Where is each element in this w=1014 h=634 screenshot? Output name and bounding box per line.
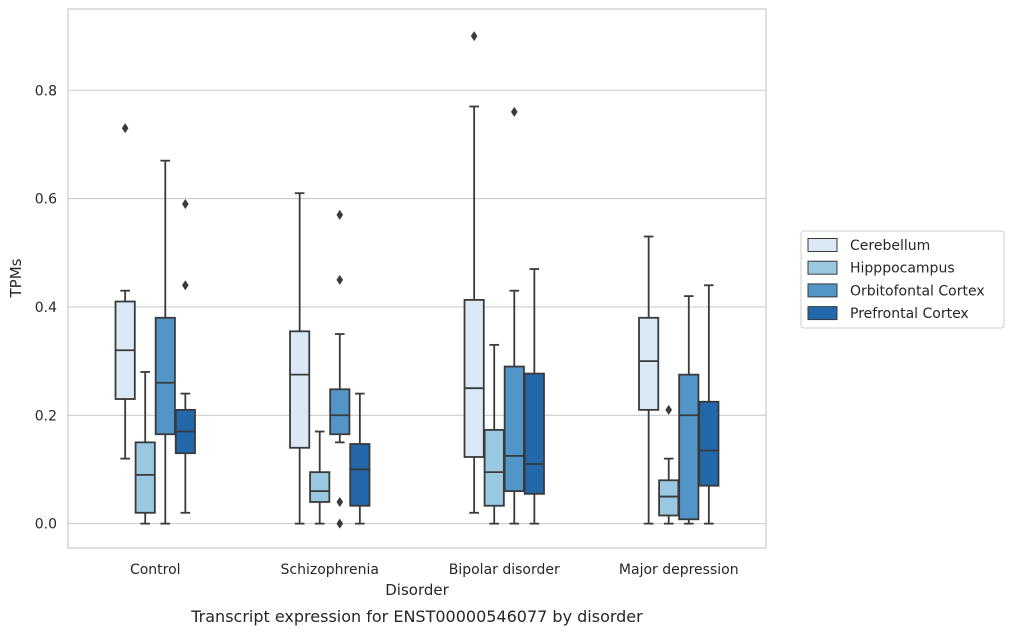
- legend-label: Cerebellum: [850, 238, 930, 254]
- box-iqr: [503, 365, 525, 493]
- outlier-point: [121, 123, 129, 134]
- y-tick-label: 0.6: [35, 192, 57, 208]
- box-orbitofontal-cortex: [678, 295, 700, 525]
- box-hipppocampus: [483, 343, 505, 525]
- box-prefrontal-cortex: [523, 268, 545, 525]
- x-tick-label: Major depression: [619, 562, 739, 578]
- box-hipppocampus: [134, 371, 156, 525]
- x-tick-labels: Control Schizophrenia Bipolar disorder Majo…: [130, 562, 739, 578]
- box-prefrontal-cortex: [698, 284, 720, 525]
- box-iqr: [638, 316, 660, 411]
- plot-frame: [67, 8, 767, 549]
- outlier-point: [336, 274, 344, 285]
- box-iqr: [309, 471, 331, 503]
- gridlines: [68, 89, 766, 525]
- box-iqr: [483, 429, 505, 507]
- box-groups: [114, 31, 720, 529]
- box-cerebellum: [463, 31, 485, 514]
- legend: Cerebellum Hipppocampus Orbitofontal Corte…: [800, 230, 1005, 329]
- box-orbitofontal-cortex: [154, 159, 176, 525]
- legend-swatch: [807, 283, 838, 298]
- legend-swatch: [807, 238, 838, 252]
- box-orbitofontal-cortex: [503, 106, 525, 525]
- outlier-point: [470, 31, 478, 42]
- outlier-point: [182, 199, 189, 210]
- outlier-point: [510, 106, 518, 117]
- box-cerebellum: [114, 123, 136, 460]
- legend-label: Hipppocampus: [850, 261, 955, 277]
- box-iqr: [658, 479, 680, 517]
- box-iqr: [329, 388, 351, 436]
- outlier-point: [182, 280, 189, 291]
- box-iqr: [463, 298, 485, 458]
- box-iqr: [698, 400, 720, 487]
- y-axis-title: TPMs: [7, 258, 25, 298]
- legend-swatch: [807, 306, 838, 321]
- box-cerebellum: [638, 235, 660, 525]
- outlier-point: [336, 496, 344, 507]
- outlier-point: [336, 518, 344, 529]
- legend-swatch: [807, 260, 838, 275]
- box-iqr: [289, 330, 311, 449]
- box-hipppocampus: [309, 430, 331, 525]
- box-cerebellum: [289, 192, 311, 525]
- legend-label: Prefrontal Cortex: [850, 306, 969, 322]
- x-tick-label: Control: [130, 562, 181, 578]
- box-iqr: [134, 441, 156, 514]
- box-orbitofontal-cortex: [329, 209, 351, 529]
- figure-caption: Transcript expression for ENST0000054607…: [190, 607, 643, 626]
- x-tick-label: Schizophrenia: [281, 562, 379, 578]
- box-hipppocampus: [658, 404, 680, 525]
- box-iqr: [349, 443, 371, 507]
- y-tick-label: 0.8: [35, 83, 57, 99]
- box-prefrontal-cortex: [349, 392, 371, 525]
- legend-label: Orbitofontal Cortex: [850, 283, 985, 299]
- box-prefrontal-cortex: [174, 199, 196, 514]
- legend-items: Cerebellum Hipppocampus Orbitofontal Corte…: [807, 238, 985, 322]
- box-iqr: [678, 373, 700, 521]
- y-tick-labels: 0.0 0.2 0.4 0.6 0.8: [35, 83, 57, 532]
- x-axis-title: Disorder: [385, 581, 449, 599]
- box-iqr: [154, 316, 176, 436]
- outlier-point: [336, 209, 344, 220]
- y-tick-label: 0.4: [35, 300, 57, 316]
- y-tick-label: 0.0: [35, 517, 57, 533]
- x-tick-label: Bipolar disorder: [449, 562, 560, 578]
- legend-frame: [800, 230, 1005, 329]
- box-iqr: [523, 372, 545, 495]
- y-tick-label: 0.2: [35, 408, 57, 424]
- outlier-point: [665, 404, 673, 415]
